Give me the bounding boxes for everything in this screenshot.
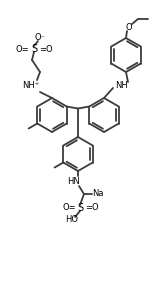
Text: =O: =O xyxy=(39,44,53,53)
Text: O=: O= xyxy=(15,44,29,53)
Text: O⁻: O⁻ xyxy=(35,34,45,42)
Text: S: S xyxy=(77,203,83,213)
Text: NH: NH xyxy=(116,80,128,90)
Text: Na: Na xyxy=(92,189,104,199)
Text: O: O xyxy=(126,24,132,32)
Text: =O: =O xyxy=(85,203,99,212)
Text: NH⁺: NH⁺ xyxy=(22,82,40,90)
Text: S: S xyxy=(31,44,37,54)
Text: O=: O= xyxy=(62,203,76,212)
Text: HN: HN xyxy=(68,177,80,185)
Text: HO: HO xyxy=(66,214,79,224)
